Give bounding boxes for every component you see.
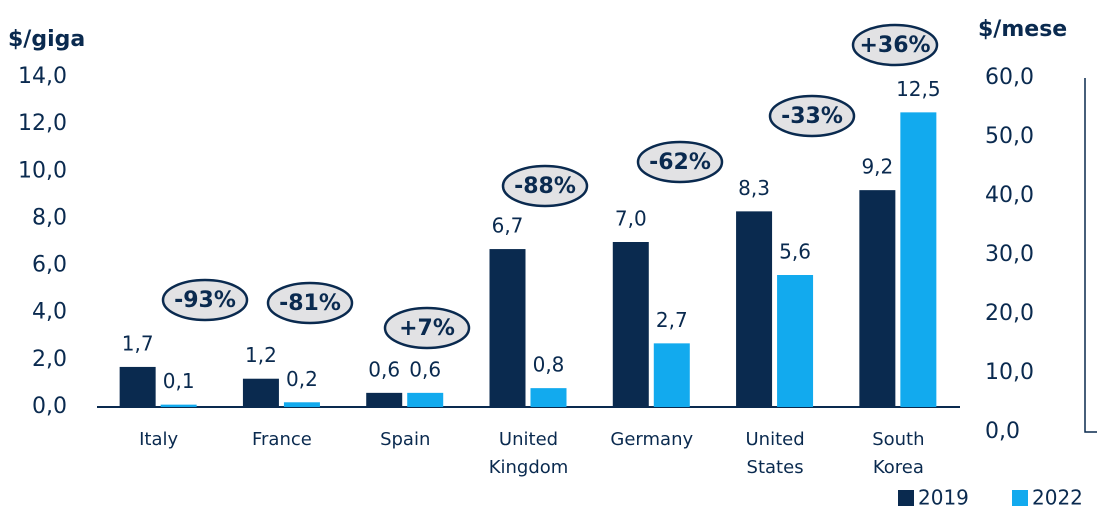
legend-label: 2022: [1032, 486, 1083, 510]
bar: [859, 190, 896, 407]
value-label: 7,0: [615, 207, 647, 231]
y2-tick-label: 60,0: [985, 65, 1034, 90]
value-label: 5,6: [779, 240, 811, 264]
annotation-bubble: [768, 94, 856, 138]
legend-swatch: [898, 490, 914, 506]
value-label: 1,7: [122, 331, 154, 355]
annotation-bubble: [266, 281, 354, 325]
x-tick-label: Italy: [139, 429, 178, 450]
y2-tick-label: 0,0: [985, 419, 1020, 444]
y2-axis-title: $/mese: [978, 17, 1067, 42]
value-label: 0,1: [163, 369, 195, 393]
annotation: -93%: [174, 288, 236, 313]
y-tick-label: 0,0: [32, 394, 67, 419]
annotation-bubble: [851, 23, 939, 67]
x-tick-label: France: [252, 429, 312, 450]
annotation: +36%: [859, 33, 930, 58]
y2-tick-label: 30,0: [985, 242, 1034, 267]
x-tick-label: Spain: [380, 429, 430, 450]
bar: [283, 402, 320, 407]
y-tick-label: 10,0: [18, 158, 67, 183]
annotation: -33%: [781, 104, 843, 129]
bar: [900, 112, 937, 407]
y-tick-label: 4,0: [32, 300, 67, 325]
y2-tick-label: 20,0: [985, 301, 1034, 326]
bar: [653, 343, 690, 407]
x-tick-label: United States: [745, 429, 804, 478]
value-label: 9,2: [861, 155, 893, 179]
value-label: 0,8: [533, 353, 565, 377]
value-label: 0,6: [409, 357, 441, 381]
x-tick-label: United Kingdom: [489, 429, 569, 478]
legend-label: 2019: [918, 486, 969, 510]
annotation: -62%: [649, 150, 711, 175]
value-label: 8,3: [738, 176, 770, 200]
value-label: 0,6: [368, 357, 400, 381]
y-tick-label: 8,0: [32, 205, 67, 230]
bar: [160, 404, 197, 407]
annotation: -88%: [514, 174, 576, 199]
bar: [366, 392, 403, 407]
y-tick-label: 2,0: [32, 347, 67, 372]
value-label: 1,2: [245, 343, 277, 367]
value-label: 0,2: [286, 367, 318, 391]
value-label: 2,7: [656, 308, 688, 332]
y-tick-label: 6,0: [32, 253, 67, 278]
legend-swatch: [1012, 490, 1028, 506]
y-tick-label: 14,0: [18, 64, 67, 89]
annotation: -81%: [279, 291, 341, 316]
annotation-bubble: [636, 140, 724, 184]
bar: [777, 275, 814, 407]
bar: [489, 249, 526, 407]
y-axis-title: $/giga: [8, 27, 85, 52]
y2-tick-label: 40,0: [985, 183, 1034, 208]
bar: [612, 242, 649, 407]
y2-axis: [1084, 78, 1097, 433]
value-label: 6,7: [492, 214, 524, 238]
annotation-bubble: [501, 164, 589, 208]
value-label: 12,5: [896, 77, 941, 101]
bar: [119, 366, 156, 407]
y2-tick-label: 10,0: [985, 360, 1034, 385]
annotation-bubble: [161, 278, 249, 322]
y-tick-label: 12,0: [18, 111, 67, 136]
x-tick-label: South Korea: [872, 429, 924, 478]
annotation: +7%: [399, 316, 455, 341]
x-tick-label: Germany: [610, 429, 693, 450]
annotation-bubble: [383, 306, 471, 350]
y2-tick-label: 50,0: [985, 124, 1034, 149]
bar: [736, 211, 773, 407]
bar: [242, 378, 279, 407]
bar: [530, 388, 567, 407]
bar: [407, 392, 444, 407]
